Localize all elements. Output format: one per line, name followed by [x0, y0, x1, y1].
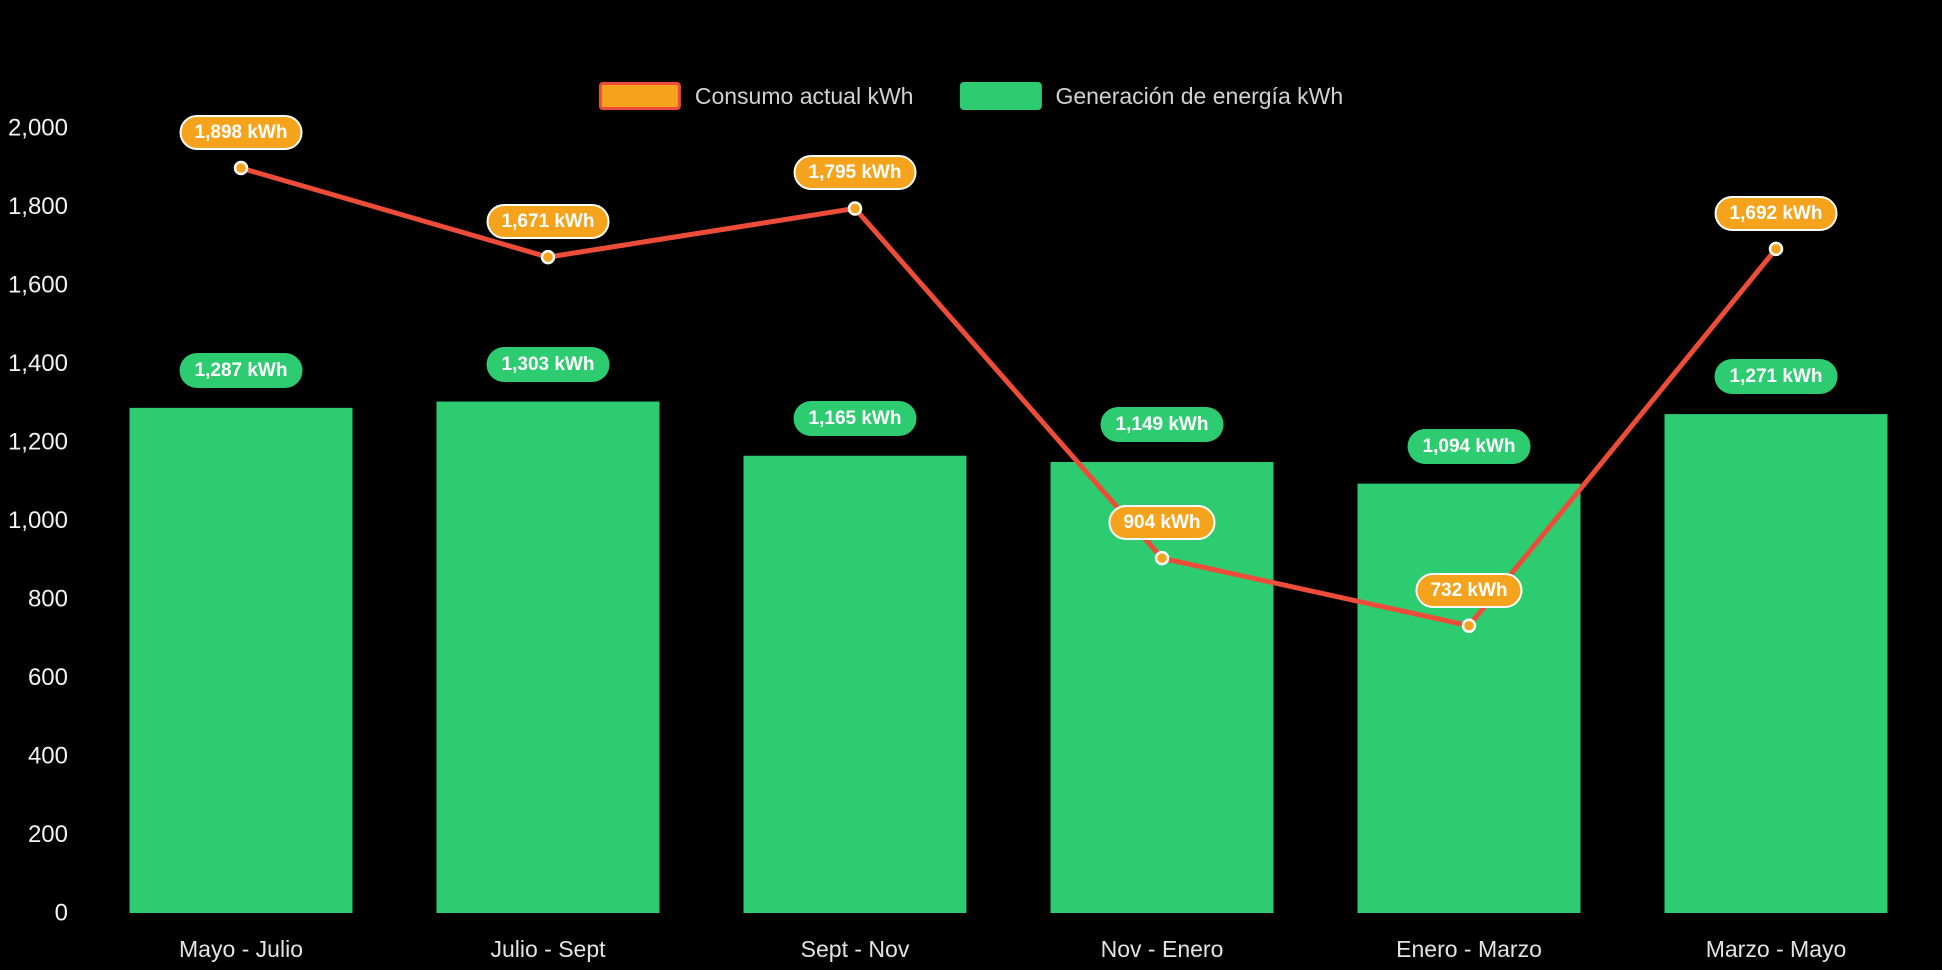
generacion-bar	[1664, 414, 1888, 913]
consumo-point	[540, 249, 556, 265]
x-axis-category-label: Enero - Marzo	[1396, 936, 1542, 962]
x-axis-category-label: Mayo - Julio	[179, 936, 303, 962]
y-axis-tick-label: 800	[28, 586, 68, 613]
y-axis-tick-label: 1,200	[8, 429, 68, 456]
y-axis-tick-label: 1,400	[8, 350, 68, 377]
consumo-line	[238, 165, 1779, 629]
legend-swatch-consumo-icon	[598, 82, 681, 110]
consumo-point	[847, 201, 863, 216]
generacion-bar	[743, 455, 967, 913]
generacion-bar	[129, 407, 353, 913]
generacion-bar	[1357, 483, 1581, 913]
legend-label-generacion: Generación de energía kWh	[1055, 82, 1344, 109]
consumo-point	[1768, 241, 1784, 257]
chart-legend: Consumo actual kWh Generación de energía…	[598, 82, 1343, 110]
x-axis-category-label: Nov - Enero	[1101, 936, 1224, 962]
y-axis-tick-label: 400	[28, 743, 68, 770]
y-axis-tick-label: 1,800	[8, 193, 68, 220]
generacion-bar	[436, 401, 660, 913]
consumo-point	[233, 160, 249, 176]
y-axis-tick-label: 1,600	[8, 272, 68, 299]
y-axis-tick-label: 200	[28, 821, 68, 848]
y-axis-tick-label: 2,000	[8, 115, 68, 142]
x-axis-category-label: Sept - Nov	[801, 936, 910, 962]
x-axis-category-label: Julio - Sept	[490, 936, 606, 962]
y-axis-tick-label: 600	[28, 664, 68, 691]
generacion-bar	[1050, 462, 1274, 913]
y-axis-tick-label: 1,000	[8, 507, 68, 534]
legend-label-consumo: Consumo actual kWh	[694, 82, 914, 109]
y-axis-tick-label: 0	[55, 900, 68, 927]
consumo-point	[1461, 618, 1477, 633]
consumo-point	[1154, 550, 1170, 566]
legend-item-generacion[interactable]: Generación de energía kWh	[959, 82, 1343, 110]
legend-swatch-generacion-icon	[959, 82, 1042, 110]
x-axis-category-label: Marzo - Mayo	[1706, 936, 1847, 962]
legend-item-consumo[interactable]: Consumo actual kWh	[598, 82, 914, 110]
